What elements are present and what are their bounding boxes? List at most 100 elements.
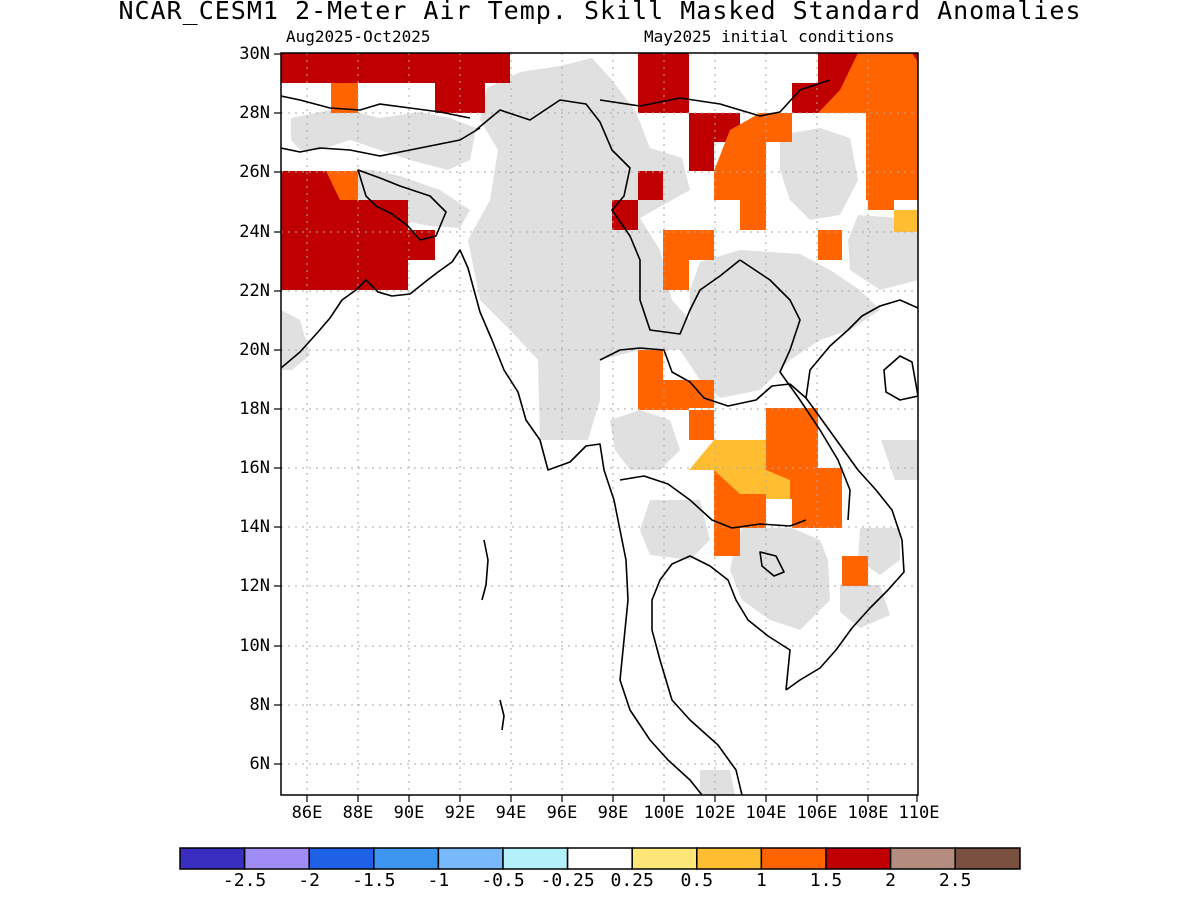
colorbar-box-9 bbox=[696, 847, 763, 870]
cell-orange-106e-12n bbox=[842, 556, 868, 586]
lat-label-30n: 30N bbox=[239, 44, 270, 64]
thailand-laos-border bbox=[599, 347, 807, 407]
skill-mask-regions bbox=[281, 58, 918, 795]
lat-label-18n: 18N bbox=[239, 399, 270, 419]
lat-label-14n: 14N bbox=[239, 517, 270, 537]
cells-orange-laos-east bbox=[766, 408, 842, 528]
colorbar-box-6 bbox=[502, 847, 569, 870]
lon-label-106e: 106E bbox=[796, 803, 838, 823]
cells-yellow-laos bbox=[689, 440, 790, 499]
axis-ticks bbox=[274, 53, 918, 802]
lon-label-98e: 98E bbox=[597, 803, 629, 823]
bangladesh-border bbox=[357, 169, 447, 241]
cell-orange-100e-23n bbox=[663, 230, 714, 260]
colorbar-label: -2.5 bbox=[222, 870, 267, 891]
lon-label-88e: 88E bbox=[342, 803, 374, 823]
colorbar-box-2 bbox=[243, 847, 310, 870]
colorbar-box-5 bbox=[437, 847, 504, 870]
mask-thai-south bbox=[640, 500, 710, 560]
colorbar-box-13 bbox=[954, 847, 1021, 870]
map-frame bbox=[280, 52, 919, 796]
initial-conditions-subtitle: May2025 initial conditions bbox=[644, 27, 895, 46]
cells-dark-red-102e bbox=[689, 113, 740, 171]
mask-hainan-gulf bbox=[881, 440, 918, 480]
mask-cambodia-region bbox=[730, 528, 830, 630]
lat-label-22n: 22N bbox=[239, 281, 270, 301]
nicobar-islands bbox=[499, 699, 505, 731]
cells-orange-104e bbox=[714, 113, 792, 230]
mask-southeast-china bbox=[848, 215, 918, 290]
colorbar-box-10 bbox=[760, 847, 827, 870]
colorbar-box-8 bbox=[631, 847, 698, 870]
mask-gulf-thailand bbox=[700, 770, 735, 795]
colorbar-box-7 bbox=[566, 847, 633, 870]
mask-vietnam-south bbox=[840, 585, 890, 628]
lat-label-8n: 8N bbox=[249, 695, 270, 715]
graticule bbox=[281, 53, 918, 795]
colorbar bbox=[179, 847, 1021, 870]
vietnam-coast bbox=[785, 299, 918, 691]
lat-label-20n: 20N bbox=[239, 340, 270, 360]
mask-vietnam-coast bbox=[858, 528, 900, 575]
lat-label-26n: 26N bbox=[239, 162, 270, 182]
lon-label-100e: 100E bbox=[643, 803, 685, 823]
colorbar-label: -1.5 bbox=[352, 870, 396, 891]
india-east-coast bbox=[281, 249, 703, 795]
cell-orange-106e-23n bbox=[818, 230, 842, 260]
lat-label-6n: 6N bbox=[249, 754, 270, 774]
colorbar-label: -0.5 bbox=[481, 870, 525, 891]
cell-dark-red-bay bbox=[358, 230, 408, 260]
tonle-sap-lake bbox=[759, 551, 785, 577]
mask-thai-west bbox=[610, 410, 680, 470]
colorbar-box-3 bbox=[308, 847, 375, 870]
period-subtitle: Aug2025-Oct2025 bbox=[286, 27, 431, 46]
mask-upper-india-region bbox=[291, 108, 476, 170]
cell-orange-101e-22n bbox=[663, 260, 689, 290]
lon-label-96e: 96E bbox=[546, 803, 578, 823]
laos-vietnam-border bbox=[739, 259, 851, 521]
lon-label-90e: 90E bbox=[393, 803, 425, 823]
colorbar-label: 0.5 bbox=[680, 870, 714, 891]
coastlines bbox=[281, 79, 918, 795]
lat-label-10n: 10N bbox=[239, 636, 270, 656]
lat-label-28n: 28N bbox=[239, 103, 270, 123]
colorbar-label: 1 bbox=[755, 870, 767, 891]
thailand-cambodia-border bbox=[619, 475, 807, 529]
mask-laos-region bbox=[680, 250, 880, 398]
mask-india-west-coast bbox=[281, 310, 310, 370]
colorbar-label: 0.25 bbox=[610, 870, 654, 891]
colorbar-label: 2.5 bbox=[938, 870, 972, 891]
cells-orange-laos-south bbox=[689, 410, 714, 440]
china-border bbox=[599, 79, 831, 117]
lon-label-108e: 108E bbox=[847, 803, 889, 823]
lat-label-16n: 16N bbox=[239, 458, 270, 478]
colorbar-label: 2 bbox=[885, 870, 897, 891]
colorbar-box-4 bbox=[373, 847, 440, 870]
thailand-gulf-coast bbox=[651, 555, 791, 795]
lon-label-86e: 86E bbox=[291, 803, 323, 823]
cell-yellow-ne bbox=[894, 210, 918, 232]
himalaya-border bbox=[281, 127, 481, 157]
colorbar-label: -1 bbox=[427, 870, 450, 891]
mask-china-plateau bbox=[780, 128, 858, 220]
colorbar-label: 1.5 bbox=[809, 870, 843, 891]
chart-title: NCAR_CESM1 2-Meter Air Temp. Skill Maske… bbox=[118, 0, 1082, 25]
gulf-tonkin-islands bbox=[883, 355, 918, 401]
mask-myanmar-region bbox=[468, 58, 690, 440]
cell-orange-89e-25n bbox=[326, 171, 358, 200]
myanmar-border bbox=[475, 99, 741, 335]
colorbar-box-1 bbox=[179, 847, 246, 870]
colorbar-box-11 bbox=[825, 847, 892, 870]
colorbar-label: -0.25 bbox=[540, 870, 595, 891]
lon-label-92e: 92E bbox=[444, 803, 476, 823]
lon-label-110e: 110E bbox=[898, 803, 940, 823]
lon-label-102e: 102E bbox=[694, 803, 736, 823]
cells-orange-thailand-north bbox=[638, 350, 714, 410]
colorbar-box-12 bbox=[889, 847, 956, 870]
andaman-islands bbox=[481, 539, 489, 601]
india-north-border bbox=[281, 95, 471, 119]
lat-label-24n: 24N bbox=[239, 222, 270, 242]
cells-dark-red-100e-mid bbox=[612, 171, 663, 230]
lat-label-12n: 12N bbox=[239, 576, 270, 596]
